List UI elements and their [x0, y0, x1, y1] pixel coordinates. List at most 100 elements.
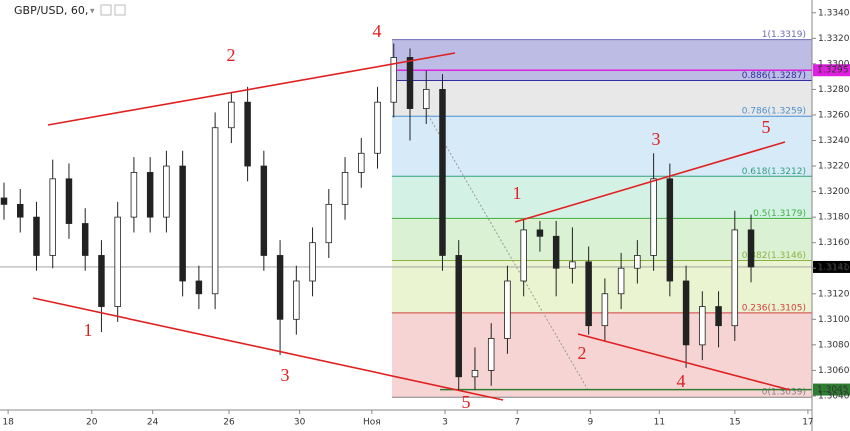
price-tag-label: 1.3045: [817, 385, 849, 395]
x-tick-label: 9: [587, 418, 593, 428]
candle-body: [536, 229, 544, 237]
candle-body: [731, 229, 739, 327]
candle-body: [293, 280, 300, 320]
price-tag: [813, 64, 850, 77]
candle-body: [179, 165, 186, 282]
candle-body: [666, 178, 674, 282]
settings-icon[interactable]: [100, 4, 112, 16]
y-tick-label: 1.3160: [818, 238, 850, 248]
fib-label: 0.382(1.3146): [742, 251, 806, 261]
candle-body: [146, 172, 154, 218]
wave-label: 3: [652, 129, 661, 149]
trend-line: [514, 141, 786, 223]
candle-body: [455, 255, 462, 378]
x-tick-label: 3: [442, 418, 448, 428]
wave-label: 1: [84, 320, 93, 340]
x-tick-label: 26: [223, 418, 235, 428]
candle-body: [260, 165, 268, 256]
x-tick-label: 15: [729, 418, 740, 428]
x-tick-label: 24: [147, 418, 159, 428]
fib-zone: [392, 80, 812, 117]
wave-label: 5: [762, 117, 771, 137]
wave-label: 5: [462, 392, 471, 412]
y-tick-label: 1.3100: [818, 315, 850, 325]
candle-body: [114, 216, 121, 307]
x-tick-label: 17: [802, 418, 813, 428]
price-tag: [813, 260, 850, 273]
x-tick-label: 7: [514, 418, 520, 428]
fib-label: 0.5(1.3179): [753, 209, 806, 219]
x-tick-label: Ноя: [363, 418, 381, 428]
candle-body: [244, 101, 251, 167]
candle-body: [211, 127, 219, 295]
candle-body: [358, 152, 365, 173]
fib-label: 1(1.3319): [762, 30, 806, 40]
candle-body: [163, 165, 170, 218]
candle-body: [325, 203, 333, 244]
candle-body: [682, 280, 690, 346]
candle-body: [504, 280, 511, 339]
price-tag-label: 1.3141: [817, 262, 849, 272]
candle-body: [520, 229, 527, 282]
candle-body: [228, 101, 235, 129]
fib-zone: [392, 312, 812, 398]
candle-body: [195, 280, 203, 295]
chart-title: GBP/USD, 60,: [14, 4, 88, 17]
candle-body: [49, 178, 56, 256]
candle-body: [715, 306, 722, 327]
candle-body: [81, 223, 89, 256]
y-tick-label: 1.3200: [818, 187, 850, 197]
fib-label: 0.618(1.3212): [742, 167, 806, 177]
candle-body: [569, 261, 576, 269]
price-tag: [813, 383, 850, 396]
fib-zone: [392, 39, 812, 81]
wave-label: 4: [373, 21, 382, 41]
candle-body: [16, 203, 24, 218]
trend-line: [577, 333, 791, 391]
candle-body: [422, 89, 430, 109]
candle-body: [390, 57, 398, 103]
y-tick-label: 1.3080: [818, 340, 850, 350]
x-tick-label: 18: [2, 418, 14, 428]
candle-body: [374, 101, 381, 154]
y-tick-label: 1.3260: [818, 110, 850, 120]
y-tick-label: 1.3180: [818, 213, 850, 223]
y-tick-label: 1.3040: [818, 391, 850, 401]
candle-body: [98, 255, 105, 307]
fib-label: 0.886(1.3287): [742, 71, 806, 81]
y-tick-label: 1.3240: [818, 136, 850, 146]
dropdown-icon[interactable]: ▾: [90, 7, 95, 17]
candle-body: [341, 172, 349, 205]
fib-zone: [392, 176, 812, 219]
trend-line: [47, 52, 456, 126]
plot: 1(1.3319) 0.886(1.3287) 0.786(1.3259) 0.618…: [0, 21, 850, 412]
candle-body: [617, 267, 625, 295]
fib-zone: [392, 116, 812, 177]
candle-body: [747, 229, 755, 268]
candle-body: [487, 338, 495, 371]
y-tick-label: 1.3280: [818, 85, 850, 95]
x-tick-label: 20: [86, 418, 98, 428]
candle-body: [439, 89, 446, 256]
y-tick-label: 1.3140: [818, 264, 850, 274]
candle-body: [471, 370, 479, 378]
wave-label: 2: [578, 343, 587, 363]
y-tick-label: 1.3340: [818, 8, 850, 18]
candle-body: [634, 255, 641, 269]
wave-label: 3: [281, 365, 290, 385]
fib-label: 0.786(1.3259): [742, 107, 806, 117]
fib-label: 0(1.3039): [762, 388, 806, 398]
close-icon[interactable]: [114, 4, 126, 16]
fib-label: 0.236(1.3105): [742, 303, 806, 313]
wave-label: 4: [677, 371, 686, 391]
fib-trend: [427, 114, 589, 391]
candle-body: [130, 172, 138, 218]
price-tag-label: 1.3295: [817, 66, 849, 76]
x-tick-label: 30: [294, 418, 306, 428]
candle-body: [276, 255, 284, 320]
candle-body: [552, 235, 560, 269]
y-tick-label: 1.3320: [818, 34, 850, 44]
fib-zone: [392, 218, 812, 261]
wave-label: 2: [227, 45, 236, 65]
